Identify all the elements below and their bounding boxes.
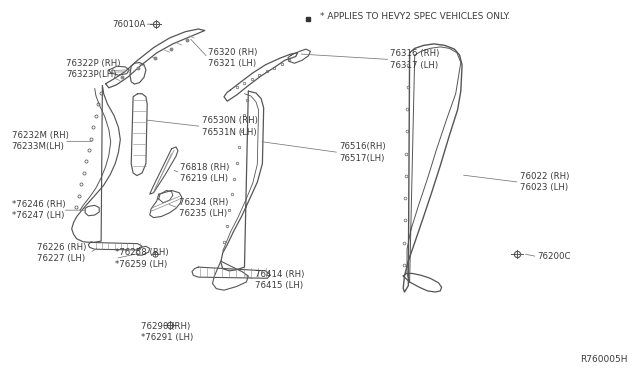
Text: 76232M (RH)
76233M(LH): 76232M (RH) 76233M(LH) (12, 131, 68, 151)
Text: 76316 (RH)
76317 (LH): 76316 (RH) 76317 (LH) (390, 49, 440, 70)
Text: 76516(RH)
76517(LH): 76516(RH) 76517(LH) (339, 142, 386, 163)
Text: 76022 (RH)
76023 (LH): 76022 (RH) 76023 (LH) (520, 172, 569, 192)
Text: 76322P (RH)
76323P(LH): 76322P (RH) 76323P(LH) (66, 59, 120, 79)
Text: 76200C: 76200C (538, 252, 571, 261)
Text: 76530N (RH)
76531N (LH): 76530N (RH) 76531N (LH) (202, 116, 257, 137)
Text: *76246 (RH)
*76247 (LH): *76246 (RH) *76247 (LH) (12, 200, 65, 220)
Text: 76818 (RH)
76219 (LH): 76818 (RH) 76219 (LH) (180, 163, 230, 183)
Text: R760005H: R760005H (580, 355, 627, 364)
Text: 76290 (RH)
*76291 (LH): 76290 (RH) *76291 (LH) (141, 322, 193, 342)
Text: *76258 (RH)
*76259 (LH): *76258 (RH) *76259 (LH) (115, 248, 169, 269)
Text: 76234 (RH)
76235 (LH): 76234 (RH) 76235 (LH) (179, 198, 228, 218)
Text: * APPLIES TO HEVY2 SPEC VEHICLES ONLY.: * APPLIES TO HEVY2 SPEC VEHICLES ONLY. (320, 12, 510, 21)
Text: 76226 (RH)
76227 (LH): 76226 (RH) 76227 (LH) (37, 243, 86, 263)
Text: 76320 (RH)
76321 (LH): 76320 (RH) 76321 (LH) (208, 48, 257, 68)
Text: 76010A: 76010A (113, 20, 146, 29)
Text: 76414 (RH)
76415 (LH): 76414 (RH) 76415 (LH) (255, 270, 304, 290)
